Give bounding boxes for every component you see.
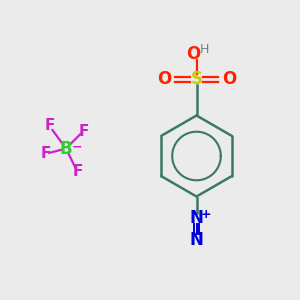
Text: F: F — [72, 164, 82, 179]
Text: N: N — [190, 209, 203, 227]
Text: −: − — [72, 140, 83, 154]
Text: N: N — [190, 231, 203, 249]
Text: B: B — [60, 140, 72, 158]
Text: F: F — [40, 146, 51, 161]
Text: H: H — [200, 43, 210, 56]
Text: O: O — [157, 70, 171, 88]
Text: F: F — [78, 124, 88, 139]
Text: F: F — [44, 118, 55, 134]
Text: O: O — [222, 70, 236, 88]
Text: +: + — [201, 208, 212, 221]
Text: S: S — [190, 70, 202, 88]
Text: O: O — [186, 45, 200, 63]
